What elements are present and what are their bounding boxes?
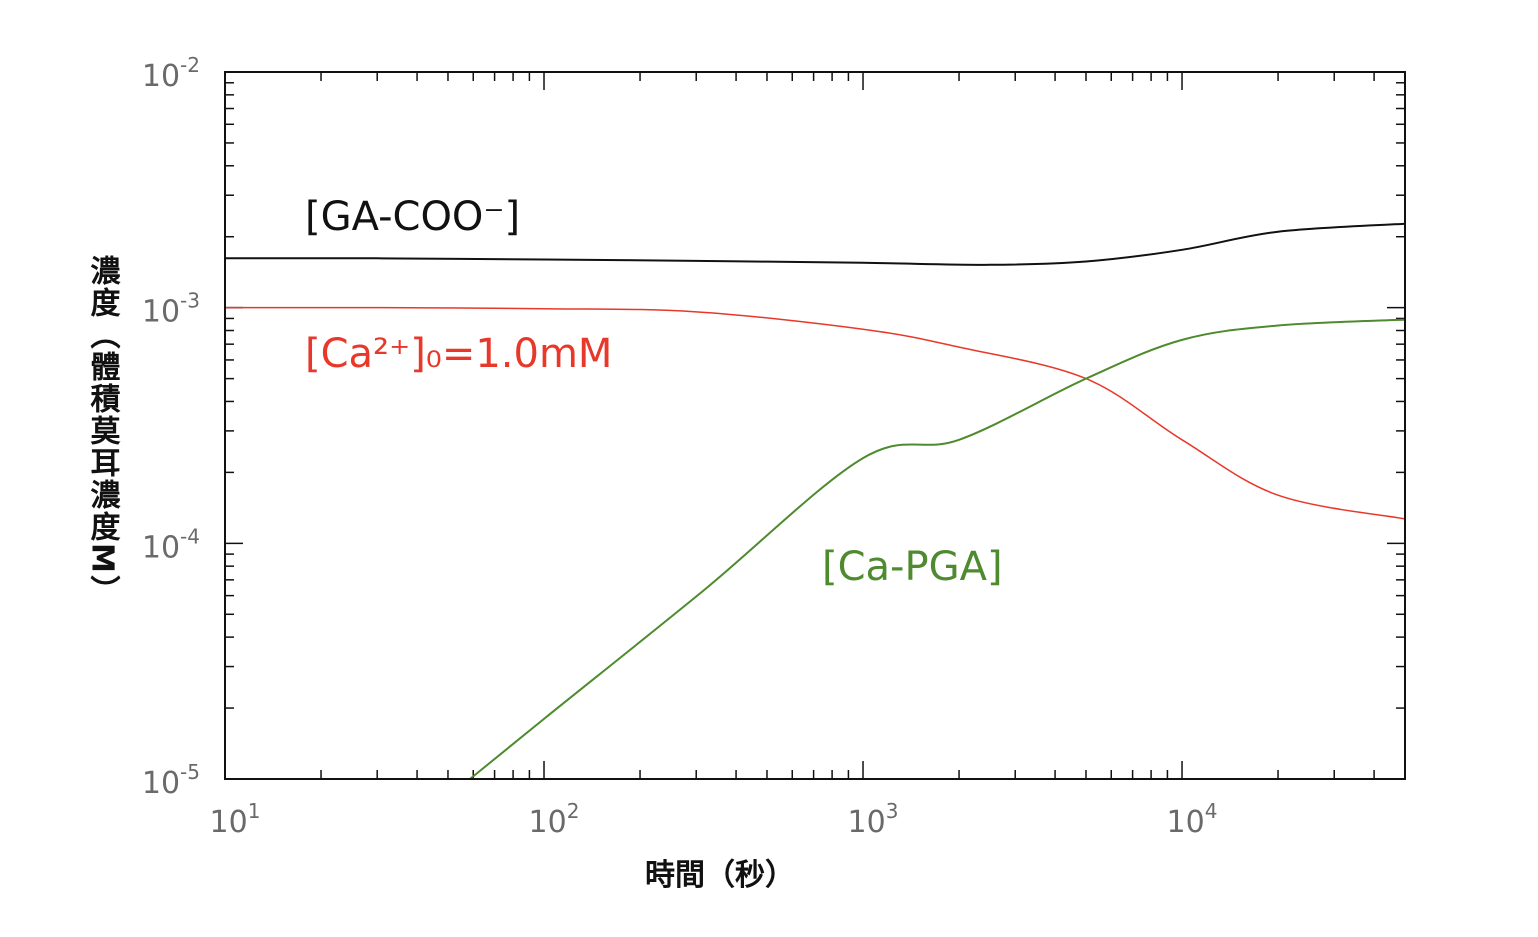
x-tick-label: 103 xyxy=(848,799,899,840)
series-label-ga-coo: [GA-COO⁻] xyxy=(305,194,520,240)
y-tick-label: 10-3 xyxy=(142,289,200,330)
series-lines xyxy=(224,222,1406,780)
series-line xyxy=(224,306,1406,520)
x-axis-label: 時間（秒） xyxy=(645,858,795,893)
plot-frame xyxy=(224,71,1406,780)
series-line xyxy=(224,222,1406,266)
y-tick-label: 10-5 xyxy=(142,760,200,801)
y-axis-label: 濃度（體積莫耳濃度M） xyxy=(85,255,121,607)
series-label-ca-pga: [Ca-PGA] xyxy=(822,544,1003,590)
x-tick-label: 102 xyxy=(529,799,580,840)
x-tick-label: 104 xyxy=(1167,799,1218,840)
y-tick-label: 10-4 xyxy=(142,524,200,565)
axis-ticks xyxy=(224,71,1406,780)
y-tick-label: 10-2 xyxy=(142,53,200,94)
series-label-ca: [Ca²⁺]₀=1.0mM xyxy=(305,331,612,377)
tick-labels: 101 102 103 104 10-2 10-3 10-4 10-5 xyxy=(142,53,1218,840)
x-tick-label: 101 xyxy=(210,799,261,840)
series-line xyxy=(469,318,1406,780)
